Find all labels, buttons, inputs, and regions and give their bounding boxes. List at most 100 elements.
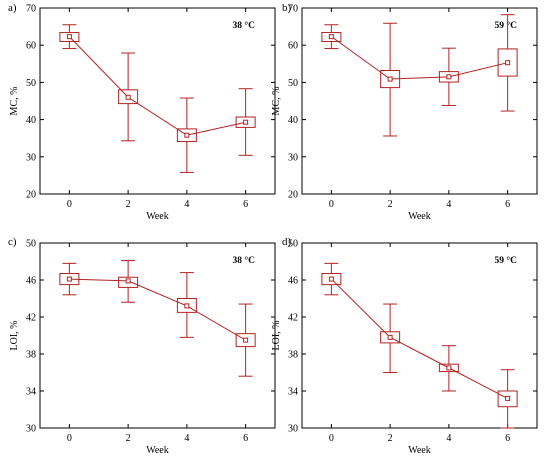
x-tick-label: 4 bbox=[184, 199, 189, 210]
temperature-annotation: 38 °C bbox=[232, 255, 255, 266]
mean-point bbox=[125, 278, 131, 284]
x-tick-label: 0 bbox=[67, 433, 72, 444]
mean-point bbox=[243, 337, 249, 343]
y-axis-label: MC, % bbox=[9, 87, 20, 116]
y-tick-label: 46 bbox=[26, 276, 36, 287]
panel-label: d) bbox=[282, 236, 292, 248]
mean-point bbox=[66, 34, 72, 40]
y-tick-label: 50 bbox=[26, 78, 36, 89]
y-tick-label: 46 bbox=[288, 276, 298, 287]
y-tick-label: 30 bbox=[26, 424, 36, 435]
y-tick-label: 40 bbox=[288, 115, 298, 126]
mean-point bbox=[446, 74, 452, 80]
x-tick-label: 4 bbox=[446, 199, 451, 210]
y-tick-label: 70 bbox=[26, 4, 36, 15]
box bbox=[380, 331, 401, 344]
x-tick-label: 0 bbox=[329, 199, 334, 210]
box bbox=[235, 333, 256, 348]
y-axis-label: LOI, % bbox=[9, 321, 20, 351]
x-tick-label: 4 bbox=[184, 433, 189, 444]
x-tick-label: 0 bbox=[329, 433, 334, 444]
y-tick-label: 34 bbox=[26, 387, 36, 398]
y-axis-label: MC, % bbox=[271, 87, 282, 116]
mean-point bbox=[446, 365, 452, 371]
x-axis-label: Week bbox=[146, 445, 169, 456]
mean-point bbox=[387, 334, 393, 340]
chart-panel-1: 20 30 40 50 60 70 0 2 4 6 Week MC, % a) 38 °C bbox=[8, 2, 276, 222]
box bbox=[438, 363, 459, 373]
mean-line bbox=[69, 278, 246, 341]
x-tick-label: 4 bbox=[446, 433, 451, 444]
y-tick-label: 50 bbox=[26, 239, 36, 250]
temperature-annotation: 59 °C bbox=[494, 20, 517, 31]
box bbox=[380, 69, 401, 89]
x-tick-label: 2 bbox=[126, 433, 131, 444]
y-axis-label: LOI, % bbox=[271, 321, 282, 351]
box bbox=[321, 32, 342, 42]
plot-frame bbox=[39, 7, 276, 195]
x-tick-label: 6 bbox=[505, 433, 510, 444]
box bbox=[497, 48, 518, 77]
mean-point bbox=[505, 395, 511, 401]
x-axis-label: Week bbox=[146, 211, 169, 222]
x-tick-label: 2 bbox=[388, 199, 393, 210]
y-tick-label: 50 bbox=[288, 239, 298, 250]
x-tick-label: 2 bbox=[388, 433, 393, 444]
panel-label: b) bbox=[282, 2, 292, 14]
box bbox=[176, 298, 197, 313]
x-axis-label: Week bbox=[408, 445, 431, 456]
box bbox=[59, 32, 80, 42]
box bbox=[497, 390, 518, 408]
y-tick-label: 60 bbox=[26, 41, 36, 52]
y-tick-label: 20 bbox=[288, 190, 298, 201]
mean-point bbox=[66, 276, 72, 282]
mean-point bbox=[184, 303, 190, 309]
y-tick-label: 30 bbox=[288, 424, 298, 435]
y-tick-label: 38 bbox=[288, 350, 298, 361]
y-tick-label: 70 bbox=[288, 4, 298, 15]
y-tick-label: 42 bbox=[26, 313, 36, 324]
x-axis-label: Week bbox=[408, 211, 431, 222]
mean-point bbox=[243, 119, 249, 125]
plot-frame bbox=[39, 242, 276, 429]
mean-point bbox=[184, 132, 190, 138]
mean-point bbox=[328, 276, 334, 282]
y-tick-label: 38 bbox=[26, 350, 36, 361]
mean-point bbox=[387, 76, 393, 82]
x-tick-label: 6 bbox=[243, 433, 248, 444]
mean-point bbox=[505, 60, 511, 66]
x-tick-label: 6 bbox=[505, 199, 510, 210]
y-tick-label: 30 bbox=[288, 152, 298, 163]
mean-line bbox=[69, 36, 246, 136]
plot-frame bbox=[301, 242, 538, 429]
temperature-annotation: 38 °C bbox=[232, 20, 255, 31]
mean-point bbox=[125, 94, 131, 100]
box bbox=[438, 71, 459, 83]
chart-panel-2: 20 30 40 50 60 70 0 2 4 6 Week MC, % b) 59 °C bbox=[271, 2, 538, 222]
box bbox=[235, 116, 256, 128]
temperature-annotation: 59 °C bbox=[494, 255, 517, 266]
box bbox=[118, 276, 139, 288]
x-tick-label: 0 bbox=[67, 199, 72, 210]
y-tick-label: 40 bbox=[26, 115, 36, 126]
mean-line bbox=[331, 36, 508, 80]
panel-label: c) bbox=[8, 236, 17, 248]
y-tick-label: 50 bbox=[288, 78, 298, 89]
box bbox=[176, 128, 197, 143]
box bbox=[321, 273, 342, 286]
y-tick-label: 34 bbox=[288, 387, 298, 398]
x-tick-label: 2 bbox=[126, 199, 131, 210]
box bbox=[59, 273, 80, 286]
y-tick-label: 42 bbox=[288, 313, 298, 324]
box bbox=[118, 89, 139, 105]
panel-label: a) bbox=[8, 2, 17, 14]
y-tick-label: 60 bbox=[288, 41, 298, 52]
y-tick-label: 30 bbox=[26, 152, 36, 163]
y-tick-label: 20 bbox=[26, 190, 36, 201]
mean-point bbox=[328, 34, 334, 40]
mean-line bbox=[331, 278, 508, 399]
x-tick-label: 6 bbox=[243, 199, 248, 210]
